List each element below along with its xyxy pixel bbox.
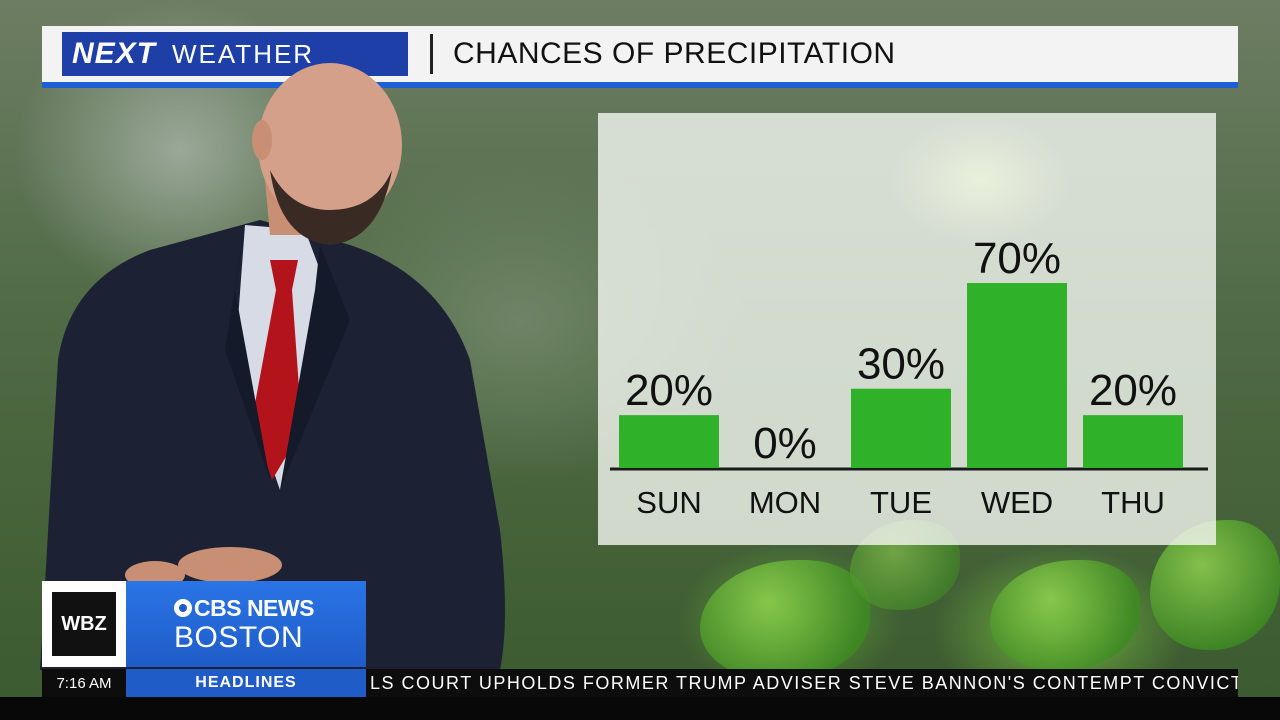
ticker-crawl-text: LS COURT UPHOLDS FORMER TRUMP ADVISER ST…: [370, 672, 1238, 693]
leaf-decoration: [990, 560, 1140, 670]
bar-thu: [1083, 415, 1183, 468]
data-label-sun: 20%: [625, 366, 713, 415]
ticker-section-label: HEADLINES: [126, 669, 366, 697]
bottom-strip: [0, 697, 1280, 720]
data-label-thu: 20%: [1089, 366, 1177, 415]
station-bug: WBZ CBS NEWS BOSTON: [42, 581, 366, 667]
cbs-network-line: CBS NEWS: [174, 595, 366, 622]
category-label-tue: TUE: [870, 485, 932, 520]
precipitation-chart: 20% SUN 0% MON 30% TUE 70% WED 20% THU: [598, 113, 1216, 545]
data-label-mon: 0%: [753, 419, 817, 468]
logo-weather-text: WEATHER: [172, 38, 315, 69]
chart-svg: 20% SUN 0% MON 30% TUE 70% WED 20% THU: [610, 234, 1208, 520]
ticker-time: 7:16 AM: [56, 674, 112, 692]
presenter: [40, 63, 505, 670]
data-label-wed: 70%: [973, 234, 1061, 283]
category-label-sun: SUN: [636, 485, 701, 520]
title-bar: NEXT WEATHER CHANCES OF PRECIPITATION: [42, 26, 1238, 88]
category-label-wed: WED: [981, 485, 1053, 520]
data-label-tue: 30%: [857, 340, 945, 389]
cbs-network-text: CBS NEWS: [194, 594, 314, 621]
cbs-eye-icon: [174, 599, 192, 617]
title-divider: [430, 34, 433, 74]
cbs-news-boston-logo: CBS NEWS BOSTON: [126, 581, 366, 667]
leaf-decoration: [700, 560, 870, 680]
bar-wed: [967, 283, 1067, 468]
category-label-mon: MON: [749, 485, 821, 520]
logo-next-text: NEXT: [72, 37, 157, 70]
bar-tue: [851, 388, 951, 468]
wbz-logo-text: WBZ: [52, 592, 116, 656]
page-title: CHANCES OF PRECIPITATION: [453, 37, 896, 70]
news-ticker: 7:16 AM HEADLINES LS COURT UPHOLDS FORME…: [42, 669, 1238, 697]
cbs-city-text: BOSTON: [174, 620, 304, 654]
category-label-thu: THU: [1101, 485, 1165, 520]
bar-sun: [619, 415, 719, 468]
wbz-logo: WBZ: [42, 581, 126, 667]
